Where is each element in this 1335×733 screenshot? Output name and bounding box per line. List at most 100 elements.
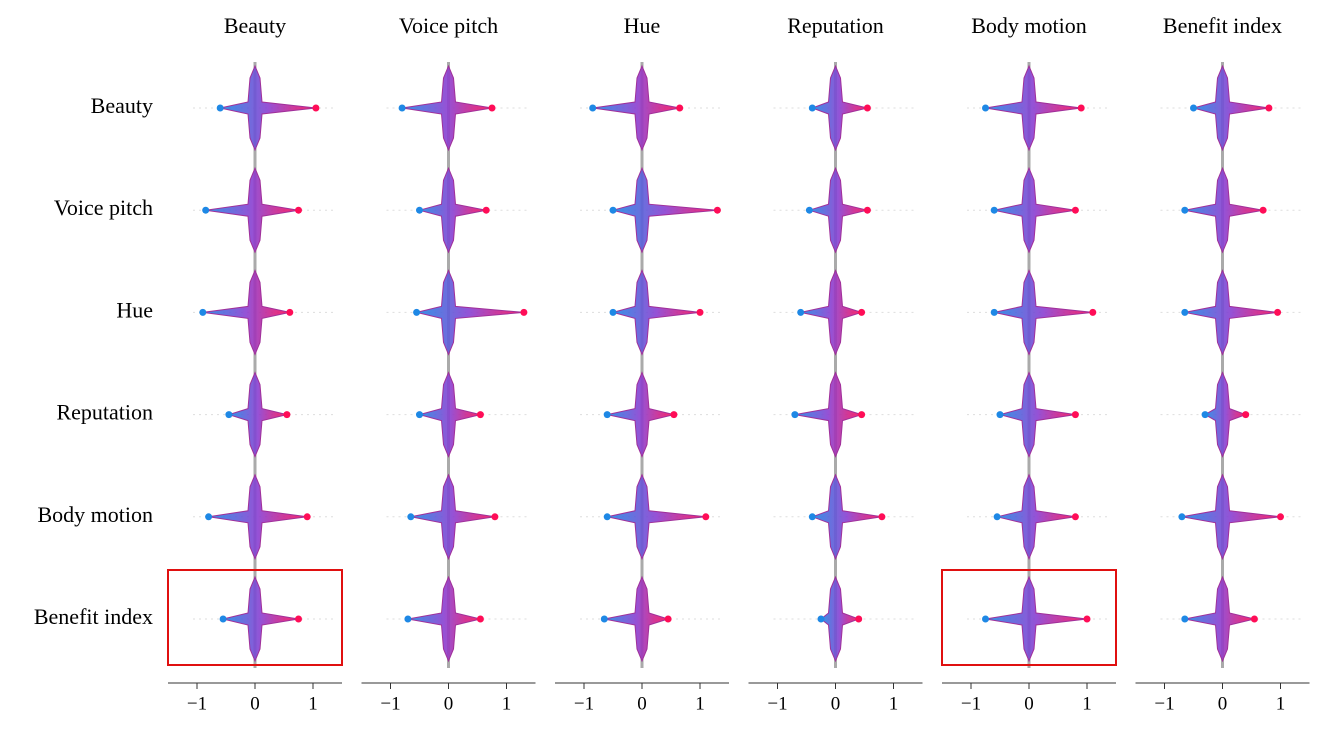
min-point [589, 104, 597, 112]
max-point [1250, 615, 1258, 623]
column-title: Benefit index [1163, 13, 1282, 38]
swarm [227, 371, 288, 458]
x-tick-label: 0 [831, 693, 841, 714]
max-point [1071, 411, 1079, 419]
swarm [985, 575, 1088, 663]
swarm [1191, 64, 1269, 152]
min-point [205, 513, 213, 521]
max-point [520, 308, 528, 316]
min-point [990, 308, 998, 316]
column-title: Beauty [224, 13, 286, 38]
x-tick-label: 0 [1218, 693, 1228, 714]
max-point [1265, 104, 1273, 112]
swarm [998, 371, 1076, 458]
row-label: Voice pitch [54, 195, 153, 220]
swarm [220, 64, 316, 152]
max-point [1259, 206, 1267, 214]
swarm [985, 64, 1082, 152]
min-point [404, 615, 412, 623]
swarm [800, 269, 864, 356]
swarm [607, 371, 675, 458]
swarm [807, 166, 868, 254]
min-point [199, 308, 207, 316]
x-tick-label: −1 [187, 693, 207, 714]
max-point [1242, 411, 1250, 419]
x-tick-label: 0 [1024, 693, 1034, 714]
min-point [609, 308, 617, 316]
swarm [994, 166, 1076, 254]
swarm [417, 371, 481, 458]
swarm [416, 269, 524, 356]
swarm [820, 575, 861, 663]
min-point [1181, 308, 1189, 316]
x-tick-label: 0 [444, 693, 454, 714]
max-point [286, 308, 294, 316]
min-point [982, 104, 989, 112]
row-label: Beauty [91, 93, 153, 118]
column-title: Body motion [971, 13, 1087, 38]
max-point [488, 104, 496, 112]
min-point [219, 615, 227, 623]
max-point [482, 206, 490, 214]
x-tick-label: −1 [767, 693, 787, 714]
min-point [808, 513, 816, 521]
min-point [216, 104, 224, 112]
swarm [1184, 166, 1264, 254]
min-point [808, 104, 816, 112]
min-point [603, 513, 611, 521]
column-title: Reputation [787, 13, 884, 38]
swarm [994, 269, 1093, 356]
min-point [407, 513, 415, 521]
min-point [1181, 206, 1189, 214]
row-label: Reputation [56, 400, 153, 425]
min-point [225, 411, 233, 419]
row-label: Hue [116, 297, 153, 322]
swarm [810, 473, 882, 561]
swarm [794, 371, 864, 458]
max-point [491, 513, 499, 521]
swarm [205, 166, 299, 254]
x-tick-label: −1 [961, 693, 981, 714]
swarm [222, 575, 299, 663]
swarm [996, 473, 1076, 561]
x-tick-label: 1 [1276, 693, 1286, 714]
max-point [1274, 308, 1282, 316]
x-tick-label: 0 [637, 693, 647, 714]
max-point [858, 411, 866, 419]
max-point [1071, 513, 1079, 521]
min-point [1201, 411, 1209, 419]
swarm [417, 166, 487, 254]
min-point [1190, 104, 1197, 112]
swarm [607, 473, 706, 561]
max-point [303, 513, 311, 521]
swarm [611, 269, 701, 356]
swarm [1184, 575, 1255, 663]
swarm [1204, 371, 1248, 458]
max-point [670, 411, 678, 419]
max-point [1083, 615, 1091, 623]
max-point [863, 104, 871, 112]
min-point [993, 513, 1001, 521]
max-point [1277, 513, 1284, 521]
max-point [283, 411, 291, 419]
row-label: Body motion [37, 502, 153, 527]
highlight-box [167, 569, 343, 666]
swarm [402, 64, 493, 152]
max-point [312, 104, 320, 112]
min-point [202, 206, 210, 214]
min-point [609, 206, 617, 214]
min-point [603, 411, 611, 419]
max-point [1071, 206, 1079, 214]
swarm [604, 575, 670, 663]
max-point [295, 615, 302, 623]
max-point [1077, 104, 1085, 112]
swarm [611, 166, 718, 254]
row-label: Benefit index [34, 604, 153, 629]
x-tick-label: 1 [502, 693, 512, 714]
max-point [863, 206, 871, 214]
x-tick-label: −1 [574, 693, 594, 714]
x-tick-label: −1 [380, 693, 400, 714]
min-point [416, 206, 423, 214]
max-point [858, 308, 866, 316]
